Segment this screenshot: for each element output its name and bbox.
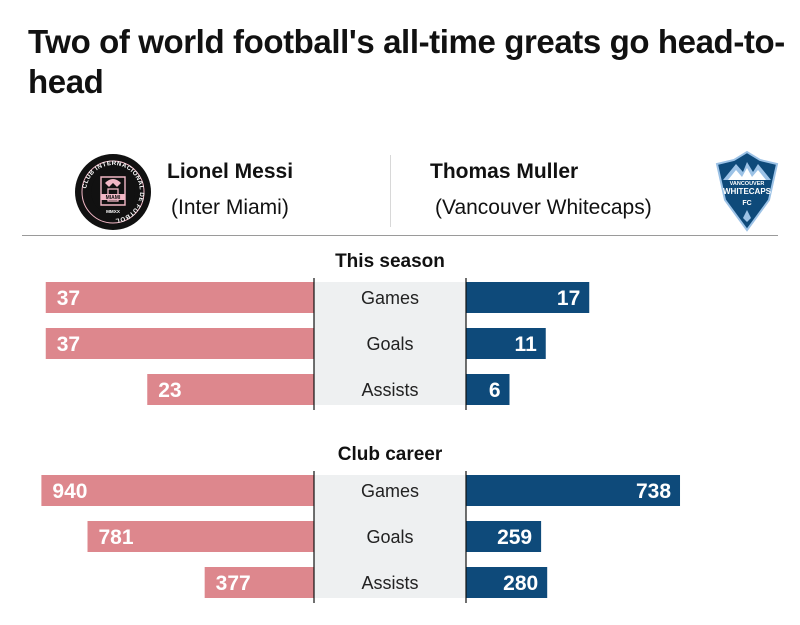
bar-muller-this-season-assists	[466, 374, 510, 405]
value-muller-this-season-games: 17	[557, 287, 580, 310]
value-messi-this-season-goals: 37	[57, 333, 80, 356]
header-divider	[390, 155, 391, 227]
value-messi-club-career-games: 940	[52, 480, 87, 503]
vancouver-whitecaps-logo: VANCOUVER WHITECAPS FC	[715, 150, 779, 232]
bar-messi-this-season-games	[45, 282, 314, 313]
category-label-this-season-games: Games	[361, 288, 419, 308]
value-muller-this-season-assists: 6	[489, 379, 501, 402]
logo-middle-text: WHITECAPS	[723, 187, 772, 196]
bar-muller-club-career-assists	[466, 567, 548, 598]
bar-messi-club-career-goals	[87, 521, 314, 552]
bar-messi-club-career-games	[41, 475, 315, 506]
chart-title: Two of world football's all-time greats …	[28, 23, 785, 100]
logo-top-text: VANCOUVER	[730, 181, 765, 187]
logo-center-text: MIAMI	[106, 195, 121, 201]
right-player-name: Thomas Muller	[430, 160, 579, 183]
bar-muller-this-season-goals	[466, 328, 546, 359]
bar-muller-this-season-games	[466, 282, 590, 313]
value-messi-club-career-goals: 781	[99, 526, 134, 549]
bar-muller-club-career-games	[466, 475, 681, 506]
value-messi-club-career-assists: 377	[216, 572, 251, 595]
value-messi-this-season-games: 37	[57, 287, 80, 310]
header-rule	[22, 235, 778, 236]
category-label-club-career-assists: Assists	[361, 573, 418, 593]
value-muller-club-career-games: 738	[636, 480, 671, 503]
value-messi-this-season-assists: 23	[158, 379, 181, 402]
comparison-chart: This season 37 17 Games 37 11 Goals 23 6 Assists C…	[41, 251, 681, 603]
logo-bottom-text: FC	[742, 200, 751, 207]
left-player-club: (Inter Miami)	[171, 196, 289, 219]
right-player-club: (Vancouver Whitecaps)	[435, 196, 652, 219]
inter-miami-logo: CLUB INTERNACIONAL DE FUTBOL MIAMI MMXX	[75, 154, 151, 230]
center-band-club-career	[314, 475, 466, 598]
category-label-club-career-goals: Goals	[366, 527, 413, 547]
bar-muller-club-career-goals	[466, 521, 542, 552]
value-muller-club-career-assists: 280	[503, 572, 538, 595]
panel-title-this-season: This season	[335, 251, 445, 272]
bar-messi-this-season-assists	[147, 374, 314, 405]
center-band-this-season	[314, 282, 466, 405]
value-muller-this-season-goals: 11	[515, 333, 538, 356]
logo-bottom-text: MMXX	[106, 209, 121, 214]
panel-title-club-career: Club career	[338, 444, 443, 465]
category-label-this-season-assists: Assists	[361, 380, 418, 400]
bar-messi-this-season-goals	[45, 328, 314, 359]
category-label-this-season-goals: Goals	[366, 334, 413, 354]
left-player-name: Lionel Messi	[167, 160, 294, 183]
category-label-club-career-games: Games	[361, 481, 419, 501]
bar-messi-club-career-assists	[204, 567, 314, 598]
value-muller-club-career-goals: 259	[497, 526, 532, 549]
